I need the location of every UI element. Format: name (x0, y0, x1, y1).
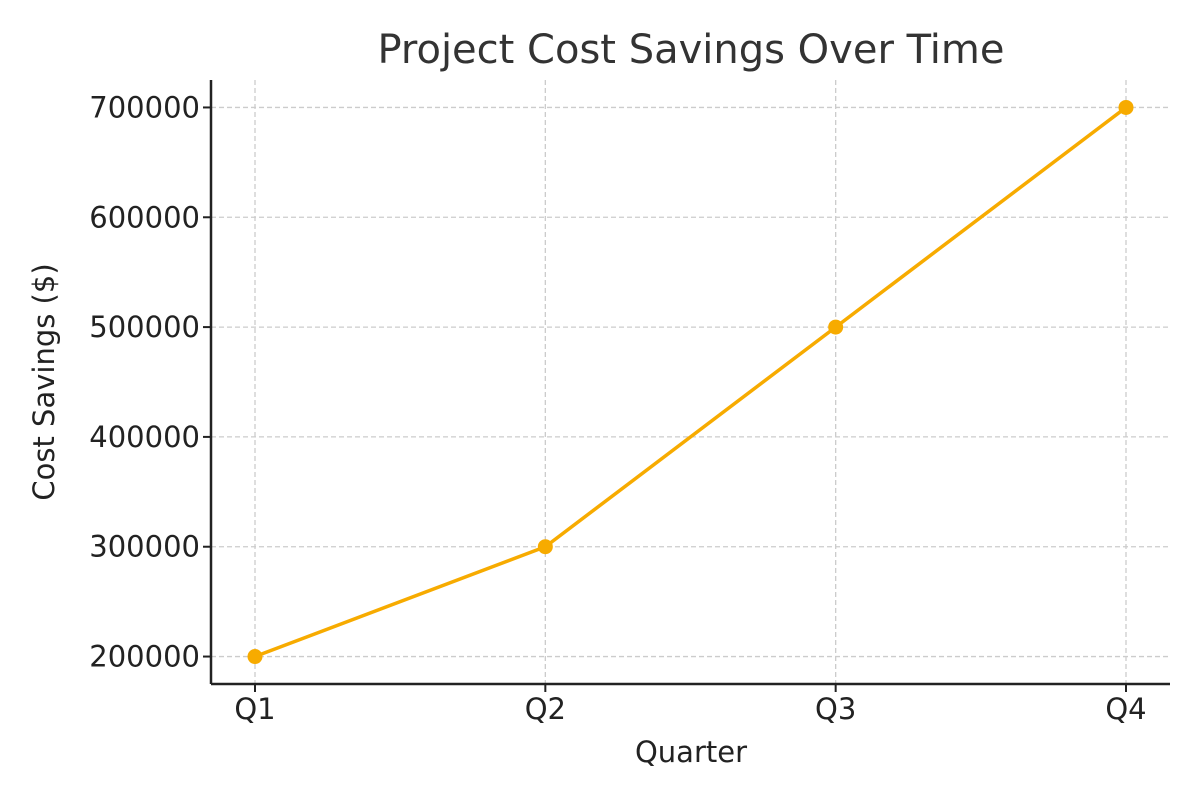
y-tick-labels: 200000 300000 400000 500000 600000 700000 (89, 90, 200, 673)
y-tick-label: 200000 (89, 640, 200, 674)
data-point-q1 (247, 649, 263, 665)
x-tick-label: Q1 (234, 692, 275, 726)
y-tick-label: 600000 (89, 200, 200, 234)
y-tick-label: 700000 (89, 90, 200, 124)
x-axis-label: Quarter (635, 735, 747, 769)
tick-marks (203, 106, 1127, 692)
y-tick-label: 300000 (89, 530, 200, 564)
x-tick-labels: Q1 Q2 Q3 Q4 (234, 692, 1146, 726)
chart-title: Project Cost Savings Over Time (377, 27, 1004, 73)
axes (209, 80, 1170, 686)
y-axis-label: Cost Savings ($) (27, 263, 61, 500)
series-line (253, 105, 1128, 659)
grid-lines (211, 80, 1170, 684)
x-tick-label: Q3 (815, 692, 856, 726)
x-tick-label: Q4 (1105, 692, 1146, 726)
data-point-q2 (537, 539, 553, 555)
y-tick-label: 400000 (89, 420, 200, 454)
data-point-q3 (828, 319, 844, 335)
y-tick-label: 500000 (89, 310, 200, 344)
series-layer (247, 99, 1134, 665)
data-point-q4 (1118, 99, 1134, 115)
x-tick-label: Q2 (525, 692, 566, 726)
